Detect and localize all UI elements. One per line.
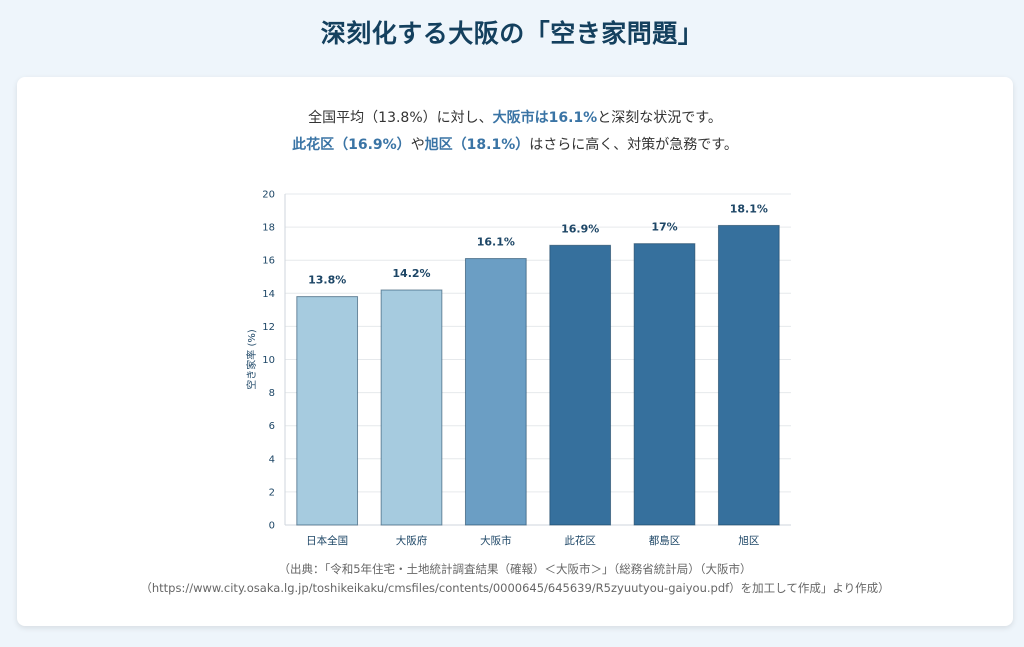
x-tick-label: 大阪府 [396, 534, 428, 547]
bar-chart: 0 2 4 6 8 10 12 14 16 18 20 空き家率 (%) 13.8% 日本全国 14.2% 大… [245, 190, 791, 547]
bar [296, 296, 359, 526]
x-tick-label: 都島区 [649, 534, 681, 547]
source-citation-line-1: （出典：「令和5年住宅・土地統計調査結果（確報）＜大阪市＞」（総務省統計局）（大… [278, 562, 752, 576]
y-tick-label: 20 [262, 190, 275, 201]
summary-highlight-asahi: 旭区（18.1%） [424, 137, 530, 153]
bar [464, 258, 527, 526]
bar [549, 244, 612, 526]
bar-data-label: 18.1% [730, 202, 768, 215]
x-tick-label: 大阪市 [480, 534, 512, 547]
y-tick-label: 0 [269, 521, 275, 532]
y-tick-label: 4 [269, 454, 275, 465]
x-tick-label: 旭区 [738, 535, 759, 547]
y-tick-label: 6 [269, 421, 275, 432]
y-tick-label: 2 [269, 487, 275, 498]
bar [717, 224, 780, 526]
summary-highlight-konohana: 此花区（16.9%） [292, 137, 411, 153]
y-tick-label: 12 [262, 322, 275, 333]
bar [633, 243, 696, 526]
summary-text: や [410, 137, 425, 153]
y-tick-label: 16 [262, 256, 275, 267]
bar-data-label: 16.1% [477, 236, 515, 249]
x-tick-label: 此花区 [564, 534, 596, 547]
bar-data-label: 13.8% [308, 274, 346, 287]
summary-line-1: 全国平均（13.8%）に対し、大阪市は16.1%と深刻な状況です。 [17, 107, 1013, 127]
summary-text: はさらに高く、対策が急務です。 [529, 137, 738, 153]
y-axis-label: 空き家率 (%) [245, 329, 258, 390]
chart-card: 全国平均（13.8%）に対し、大阪市は16.1%と深刻な状況です。 此花区（16… [17, 77, 1013, 626]
bar-data-label: 16.9% [561, 222, 599, 235]
y-tick-label: 18 [262, 223, 275, 234]
source-citation-line-2: （https://www.city.osaka.lg.jp/toshikeika… [140, 581, 890, 595]
y-tick-label: 10 [262, 355, 275, 366]
bar-data-label: 14.2% [392, 267, 430, 280]
y-tick-label: 14 [262, 289, 275, 300]
page-title: 深刻化する大阪の「空き家問題」 [320, 19, 704, 48]
summary-line-2: 此花区（16.9%）や旭区（18.1%）はさらに高く、対策が急務です。 [17, 134, 1013, 154]
summary-text: と深刻な状況です。 [597, 110, 722, 126]
summary-text: 全国平均（13.8%）に対し、 [308, 110, 493, 126]
summary-highlight-osaka-city: 大阪市は16.1% [492, 110, 598, 126]
bar-data-label: 17% [651, 221, 677, 234]
x-tick-label: 日本全国 [306, 534, 348, 547]
bar [380, 289, 443, 526]
y-tick-label: 8 [269, 388, 275, 399]
